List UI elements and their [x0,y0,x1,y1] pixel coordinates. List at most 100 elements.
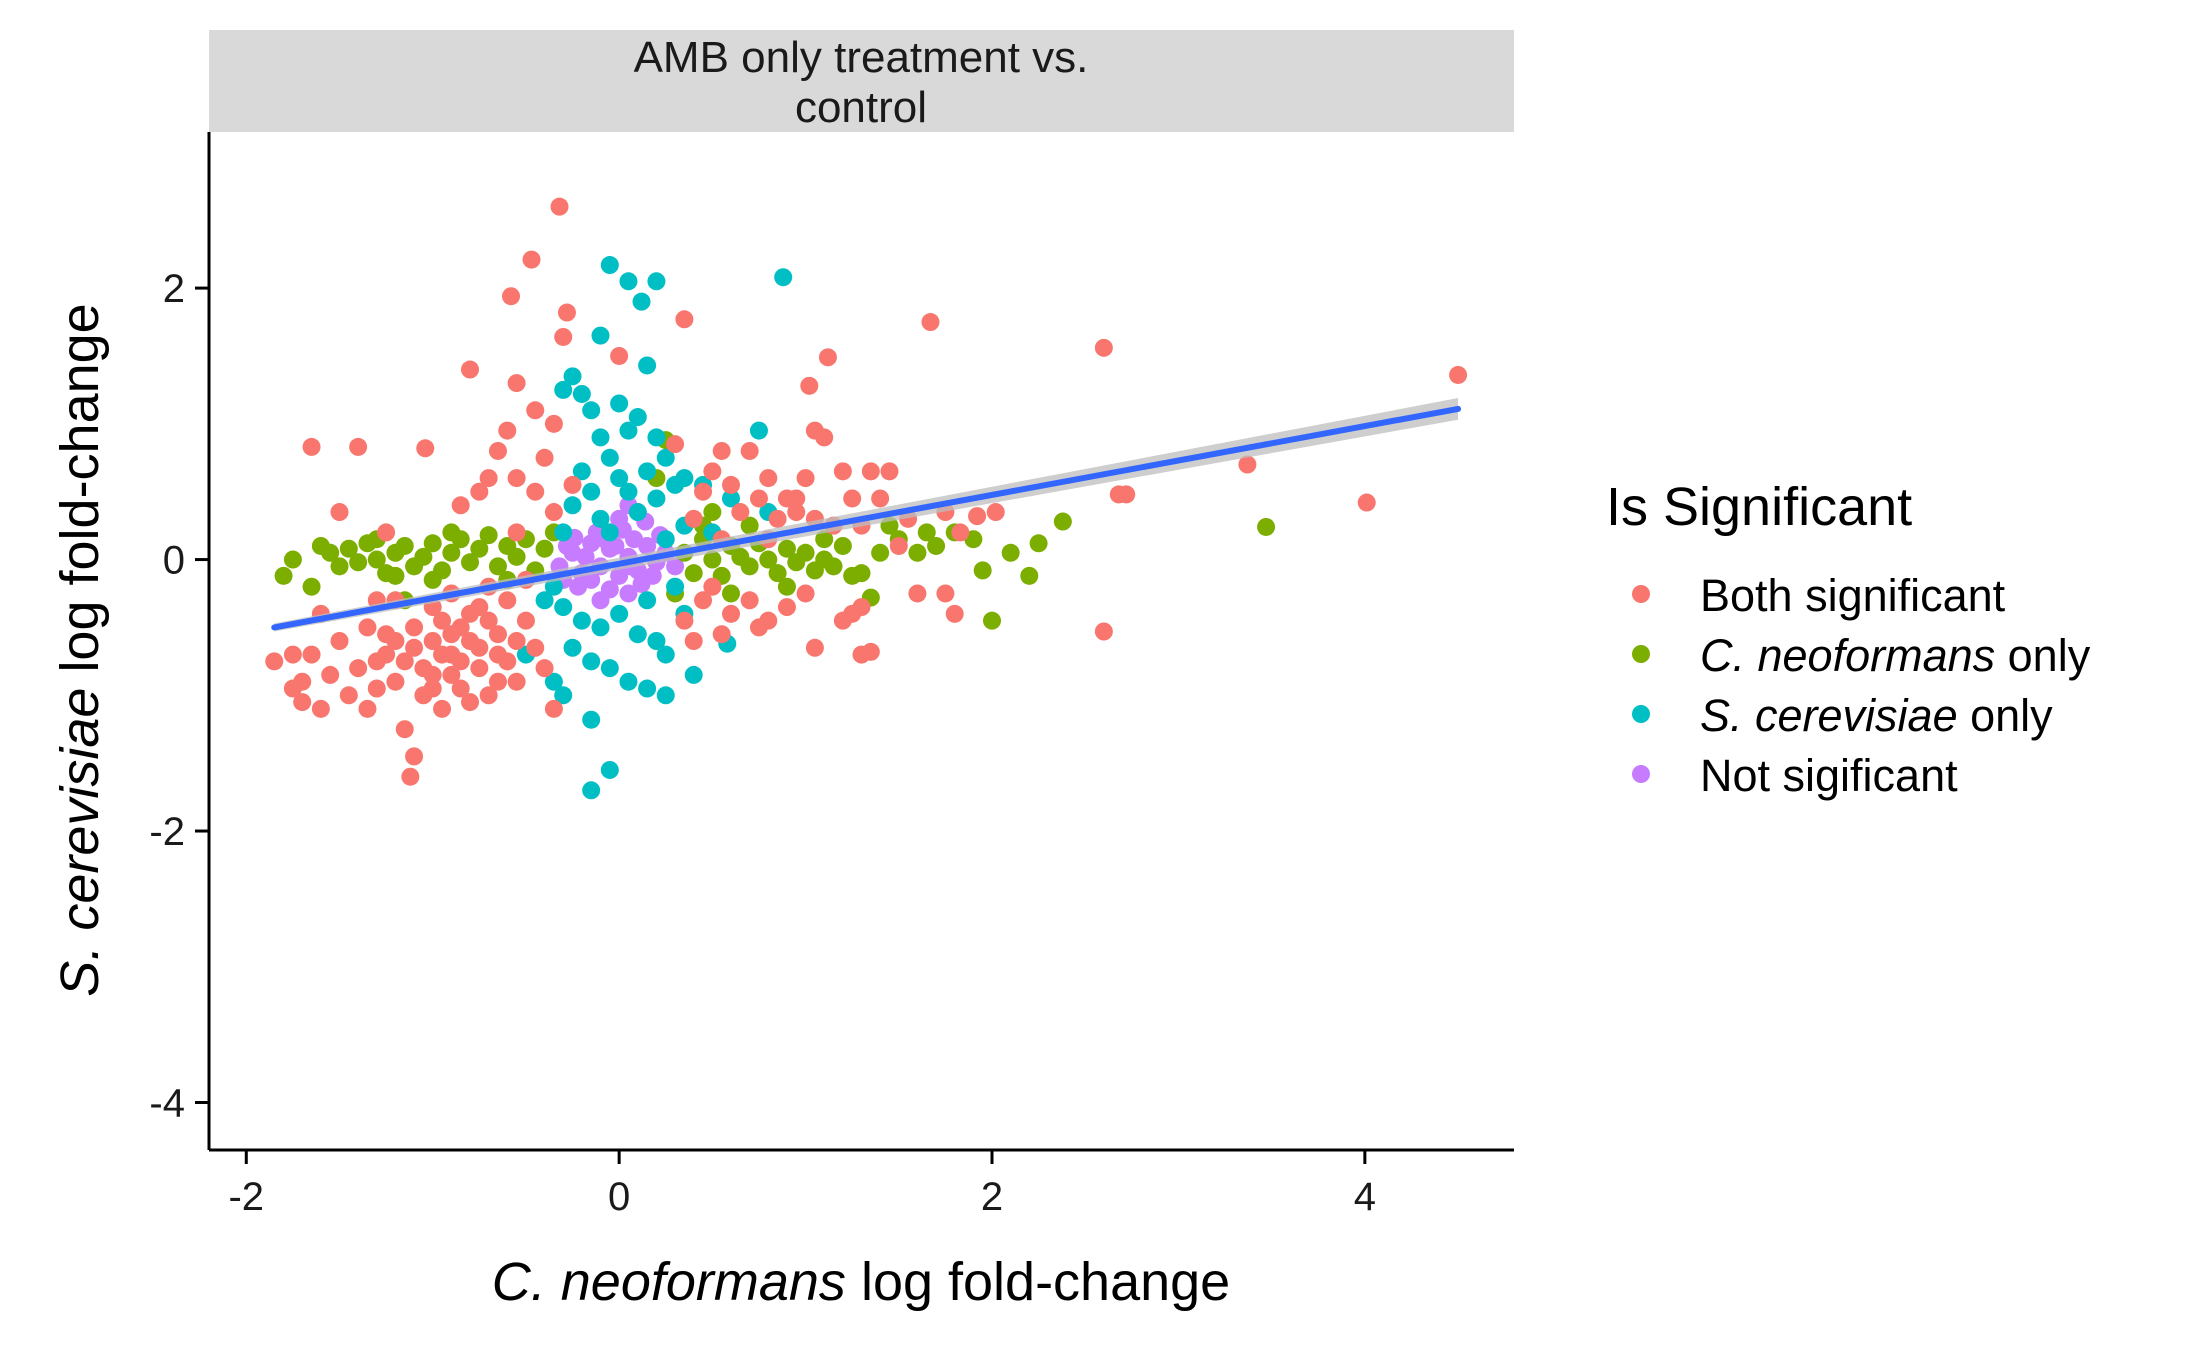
point-s-cerevisiae-only [619,272,638,291]
point-both-significant [544,699,563,718]
point-both-significant [796,469,815,488]
point-both-significant [358,699,377,718]
point-c-neoformans-only [535,539,554,558]
point-both-significant [498,421,517,440]
point-s-cerevisiae-only [610,604,629,623]
legend-label-italic: S. cerevisiae [1700,690,1958,741]
point-both-significant [749,618,768,637]
point-c-neoformans-only [423,534,442,553]
point-both-significant [488,625,507,644]
point-s-cerevisiae-only [619,482,638,501]
point-both-significant [433,645,452,664]
point-both-significant [395,720,414,739]
point-s-cerevisiae-only [656,686,675,705]
point-both-significant [488,645,507,664]
point-both-significant [1449,365,1468,384]
legend-label-rest: only [1995,630,2091,681]
point-c-neoformans-only [321,543,340,562]
point-c-neoformans-only [479,526,498,545]
point-both-significant [544,414,563,433]
point-s-cerevisiae-only [656,530,675,549]
trend-line [271,405,1462,631]
point-both-significant [507,523,526,542]
point-both-significant [843,604,862,623]
point-both-significant [498,591,517,610]
point-both-significant [889,536,908,555]
point-both-significant [293,693,312,712]
point-s-cerevisiae-only [647,489,666,508]
point-both-significant [731,503,750,522]
point-both-significant [401,767,420,786]
point-both-significant [557,303,576,322]
y-axis-title-rest: log fold-change [50,303,110,687]
point-both-significant [349,437,368,456]
point-both-significant [526,401,545,420]
point-both-significant [550,197,569,216]
point-both-significant [339,686,358,705]
y-axis-title: S. cerevisiae log fold-change [50,303,110,996]
legend-key [1632,585,1650,603]
point-both-significant [507,672,526,691]
point-both-significant [1238,455,1257,474]
y-tick-label: 2 [163,267,185,311]
point-both-significant [945,604,964,623]
point-s-cerevisiae-only [554,686,573,705]
point-both-significant [843,489,862,508]
x-tick-label: -2 [228,1175,264,1219]
point-both-significant [694,482,713,501]
x-tick-label: 0 [608,1175,630,1219]
point-both-significant [479,611,498,630]
point-both-significant [694,591,713,610]
point-c-neoformans-only [824,557,843,576]
y-axis-title-italic: S. cerevisiae [50,688,110,997]
point-both-significant [703,462,722,481]
point-both-significant [759,469,778,488]
x-axis-title: C. neoformans log fold-change [492,1252,1230,1312]
point-both-significant [377,523,396,542]
point-s-cerevisiae-only [647,428,666,447]
y-tick-label: -4 [149,1081,185,1125]
point-s-cerevisiae-only [632,292,651,311]
point-both-significant [321,665,340,684]
legend-key [1632,705,1650,723]
point-s-cerevisiae-only [544,672,563,691]
point-both-significant [358,618,377,637]
point-s-cerevisiae-only [628,625,647,644]
point-not-sigificant [625,530,644,549]
point-c-neoformans-only [973,561,992,580]
point-not-sigificant [606,536,625,555]
point-both-significant [416,439,435,458]
point-both-significant [367,652,386,671]
point-c-neoformans-only [908,543,927,562]
point-not-sigificant [610,509,629,528]
point-c-neoformans-only [461,553,479,572]
point-both-significant [768,509,787,528]
point-s-cerevisiae-only [582,710,601,729]
point-s-cerevisiae-only [563,367,582,386]
point-s-cerevisiae-only [619,672,638,691]
point-c-neoformans-only [777,577,796,596]
point-both-significant [507,469,526,488]
point-both-significant [535,659,554,678]
point-both-significant [330,632,349,650]
point-both-significant [283,679,302,698]
point-s-cerevisiae-only [610,394,629,413]
legend-label-rest: Both significant [1700,570,2006,621]
point-both-significant [818,348,837,367]
facet-strip-title-line-1: AMB only treatment vs. [634,33,1089,82]
point-both-significant [386,672,405,691]
point-s-cerevisiae-only [638,591,657,610]
point-both-significant [908,584,927,603]
point-s-cerevisiae-only [656,645,675,664]
point-both-significant [442,665,461,684]
point-both-significant [507,632,526,650]
point-both-significant [265,652,284,671]
point-c-neoformans-only [330,557,349,576]
point-s-cerevisiae-only [600,760,619,779]
point-c-neoformans-only [833,536,852,555]
point-s-cerevisiae-only [638,679,657,698]
point-both-significant [311,699,330,718]
point-c-neoformans-only [777,539,796,558]
point-not-sigificant [591,591,610,610]
point-s-cerevisiae-only [684,665,703,684]
